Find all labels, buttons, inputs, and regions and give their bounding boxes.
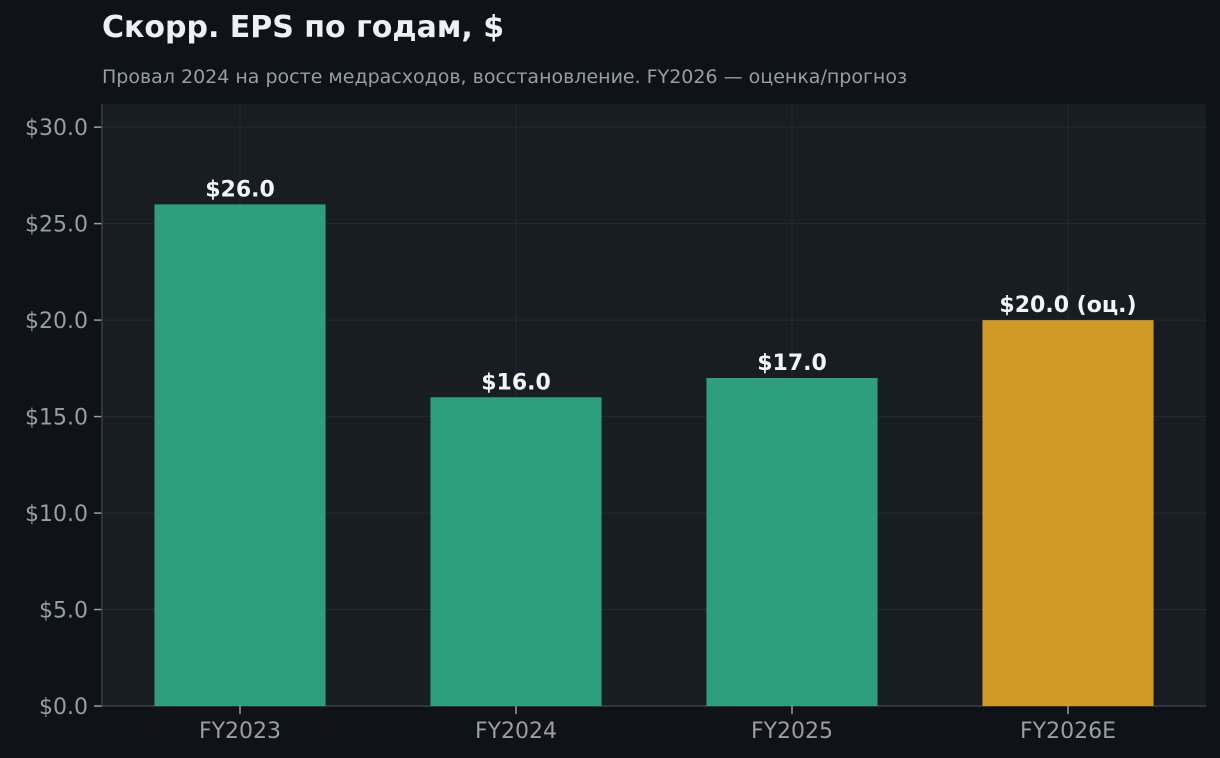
x-tick-label: FY2023 bbox=[199, 719, 281, 744]
bar-fy2025 bbox=[706, 377, 878, 706]
data-label: $20.0 (оц.) bbox=[999, 293, 1136, 318]
data-label: $26.0 bbox=[205, 177, 275, 202]
y-tick-label: $10.0 bbox=[25, 502, 88, 527]
y-tick-label: $25.0 bbox=[25, 213, 88, 238]
x-tick-label: FY2026E bbox=[1020, 719, 1116, 744]
bar-fy2023 bbox=[154, 204, 326, 707]
bar-fy2024 bbox=[430, 397, 602, 706]
x-tick-label: FY2025 bbox=[751, 719, 833, 744]
data-label: $17.0 bbox=[757, 351, 827, 376]
y-tick-label: $5.0 bbox=[39, 599, 88, 624]
y-tick-label: $15.0 bbox=[25, 406, 88, 431]
chart-subtitle: Провал 2024 на росте медрасходов, восста… bbox=[102, 66, 908, 88]
y-tick-label: $20.0 bbox=[25, 309, 88, 334]
chart-title: Скорр. EPS по годам, $ bbox=[102, 10, 505, 45]
y-tick-label: $0.0 bbox=[39, 695, 88, 720]
bar-fy2026e bbox=[982, 320, 1154, 706]
x-tick-label: FY2024 bbox=[475, 719, 557, 744]
y-tick-label: $30.0 bbox=[25, 116, 88, 141]
data-label: $16.0 bbox=[481, 370, 551, 395]
